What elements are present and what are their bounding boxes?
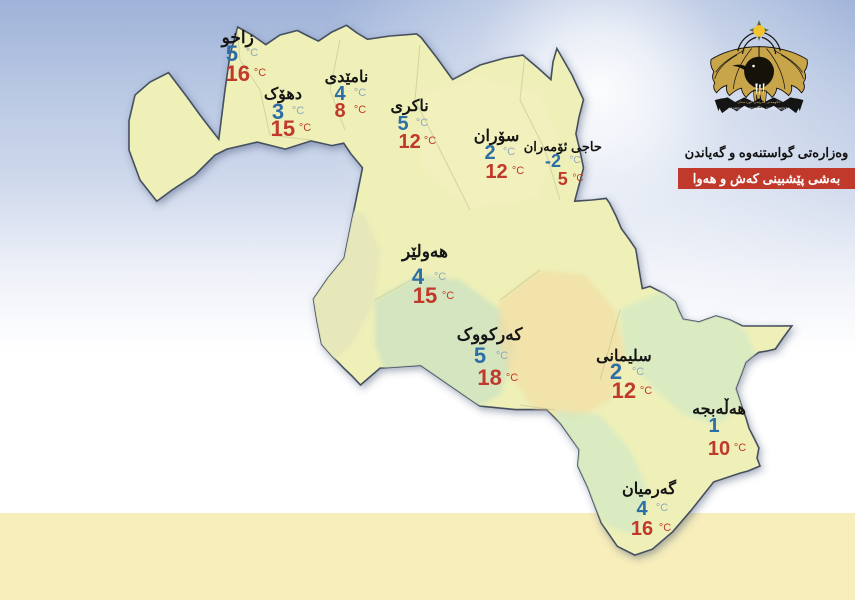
svg-text:گەرمیان: گەرمیان [622, 479, 676, 499]
svg-text:سۆران: سۆران [474, 128, 520, 146]
svg-text:حكومەتی هەرێمی كوردستان: حكومەتی هەرێمی كوردستان [737, 99, 781, 104]
svg-text:16: 16 [225, 61, 249, 86]
svg-text:15: 15 [271, 116, 295, 141]
svg-text:°C: °C [503, 146, 515, 158]
svg-text:°C: °C [434, 271, 446, 283]
svg-text:°C: °C [354, 87, 366, 99]
svg-text:°C: °C [496, 350, 508, 362]
svg-text:سلیمانی: سلیمانی [596, 348, 651, 365]
svg-text:°C: °C [299, 122, 311, 134]
svg-text:°C: °C [416, 117, 428, 129]
svg-text:°C: °C [659, 522, 671, 534]
svg-text:°C: °C [640, 385, 652, 397]
svg-text:18: 18 [477, 365, 501, 390]
svg-text:هەولێر: هەولێر [400, 242, 448, 262]
svg-text:12: 12 [485, 161, 507, 183]
svg-text:حاجی ئۆمەران: حاجی ئۆمەران [524, 139, 602, 155]
svg-text:°C: °C [572, 173, 583, 184]
svg-text:°C: °C [512, 165, 524, 177]
svg-text:°C: °C [734, 442, 746, 454]
svg-text:°C: °C [246, 47, 258, 59]
svg-text:°C: °C [254, 67, 266, 79]
svg-text:8: 8 [334, 100, 345, 122]
svg-text:کەرکووک: کەرکووک [457, 325, 524, 345]
svg-text:°C: °C [656, 502, 668, 514]
svg-text:KURDISTAN REGIONAL GOVERNMENT: KURDISTAN REGIONAL GOVERNMENT [731, 106, 788, 110]
svg-text:5: 5 [558, 169, 568, 189]
svg-text:15: 15 [413, 283, 437, 308]
svg-text:°C: °C [442, 290, 454, 302]
svg-text:°C: °C [506, 372, 518, 384]
svg-text:-2: -2 [545, 151, 561, 171]
svg-text:12: 12 [612, 378, 636, 403]
svg-text:10: 10 [708, 438, 730, 460]
svg-text:°C: °C [424, 135, 436, 147]
svg-text:°C: °C [632, 366, 644, 378]
svg-text:16: 16 [631, 518, 653, 540]
svg-text:نامێدی: نامێدی [325, 69, 369, 86]
svg-text:4: 4 [636, 498, 648, 520]
svg-text:°C: °C [354, 104, 366, 116]
svg-text:°C: °C [569, 155, 580, 166]
svg-text:ناکری: ناکری [390, 98, 428, 116]
svg-text:12: 12 [398, 131, 420, 153]
svg-text:1: 1 [708, 415, 719, 437]
